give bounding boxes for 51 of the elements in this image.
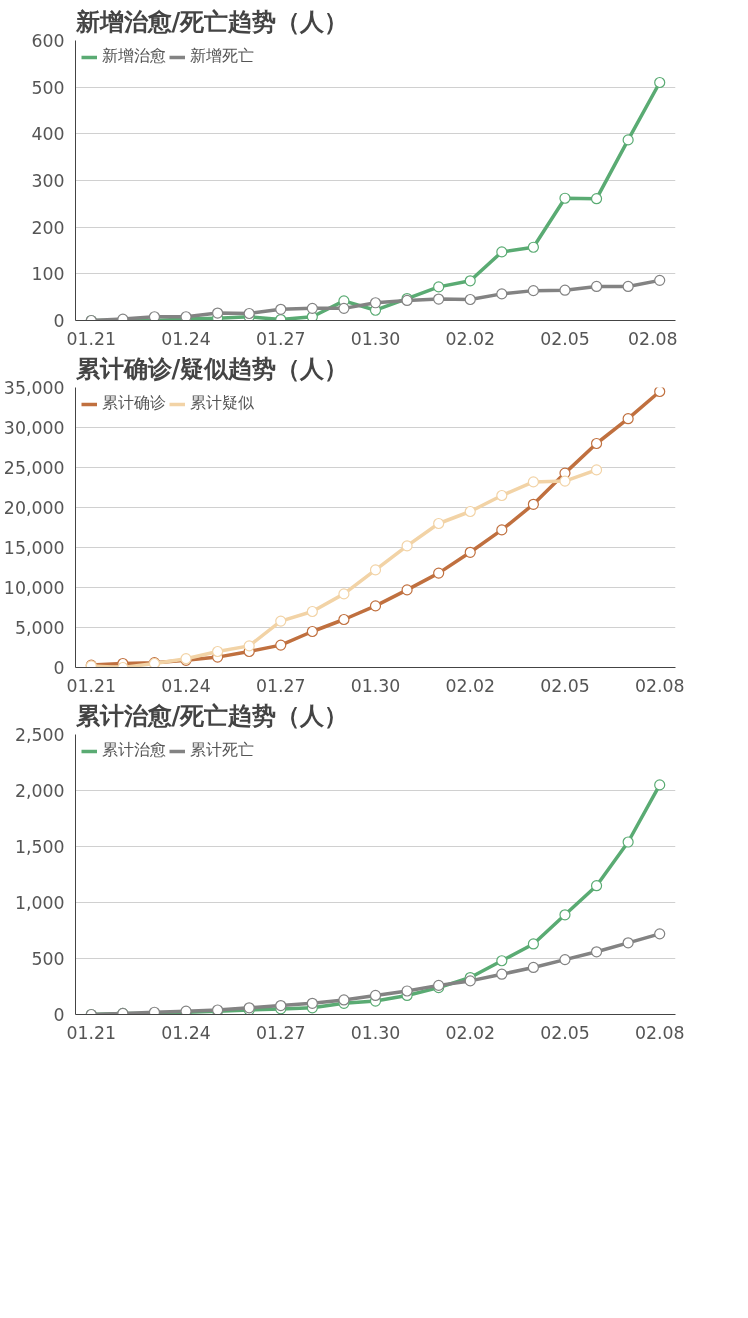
y-tick-label: 400 bbox=[31, 124, 65, 145]
x-tick-label: 02.08 bbox=[634, 1022, 685, 1043]
chart-title: 新增治愈/死亡趋势（人） bbox=[74, 7, 349, 36]
x-tick-label: 02.05 bbox=[540, 1022, 590, 1043]
chart-title: 累计确诊/疑似趋势（人） bbox=[74, 354, 349, 383]
y-tick-label: 0 bbox=[53, 311, 65, 331]
x-tick-label: 02.02 bbox=[445, 328, 496, 349]
y-tick-label: 15,000 bbox=[3, 538, 65, 558]
x-tick-label: 01.24 bbox=[161, 675, 211, 696]
y-tick-label: 0 bbox=[53, 1005, 65, 1025]
x-tick-label: 01.30 bbox=[350, 328, 401, 349]
y-tick-label: 20,000 bbox=[3, 498, 65, 518]
x-tick-label: 01.30 bbox=[350, 675, 401, 696]
x-tick-label: 01.21 bbox=[66, 328, 117, 349]
x-tick-label: 02.08 bbox=[634, 675, 685, 696]
legend-label: 累计死亡 bbox=[190, 740, 254, 761]
x-tick-label: 02.05 bbox=[540, 328, 590, 349]
y-tick-label: 500 bbox=[31, 949, 65, 969]
y-tick-label: 0 bbox=[53, 658, 65, 678]
y-tick-label: 1,500 bbox=[14, 837, 65, 857]
x-tick-label: 01.24 bbox=[161, 328, 211, 349]
x-tick-label: 01.24 bbox=[161, 1022, 211, 1043]
x-tick-label: 01.21 bbox=[66, 1022, 117, 1043]
legend-label: 累计疑似 bbox=[190, 393, 254, 414]
x-tick-label: 02.05 bbox=[540, 675, 590, 696]
x-tick-label: 02.02 bbox=[445, 675, 496, 696]
legend-label: 累计治愈 bbox=[102, 740, 166, 761]
x-tick-label: 01.27 bbox=[255, 675, 306, 696]
y-tick-label: 35,000 bbox=[3, 378, 65, 398]
y-tick-label: 25,000 bbox=[3, 458, 65, 478]
y-tick-label: 200 bbox=[31, 217, 65, 238]
y-tick-label: 1,000 bbox=[14, 893, 65, 913]
legend-label: 新增死亡 bbox=[190, 46, 254, 67]
y-tick-label: 100 bbox=[31, 264, 65, 285]
x-tick-label: 01.27 bbox=[255, 1022, 306, 1043]
x-tick-label: 01.30 bbox=[350, 1022, 401, 1043]
x-tick-label: 02.02 bbox=[445, 1022, 496, 1043]
legend-label: 累计确诊 bbox=[102, 393, 166, 414]
x-tick-label: 01.27 bbox=[255, 328, 306, 349]
y-tick-label: 5,000 bbox=[14, 618, 65, 638]
x-tick-label: 02.08 bbox=[627, 328, 678, 349]
chart-title: 累计治愈/死亡趋势（人） bbox=[74, 701, 349, 730]
y-tick-label: 2,500 bbox=[14, 725, 65, 745]
y-tick-label: 300 bbox=[31, 171, 65, 191]
x-tick-label: 01.21 bbox=[66, 675, 117, 696]
y-tick-label: 600 bbox=[31, 31, 65, 51]
y-tick-label: 30,000 bbox=[3, 418, 65, 438]
y-tick-label: 2,000 bbox=[14, 781, 65, 801]
y-tick-label: 10,000 bbox=[3, 578, 65, 598]
y-tick-label: 500 bbox=[31, 77, 65, 98]
legend-label: 新增治愈 bbox=[102, 46, 166, 67]
